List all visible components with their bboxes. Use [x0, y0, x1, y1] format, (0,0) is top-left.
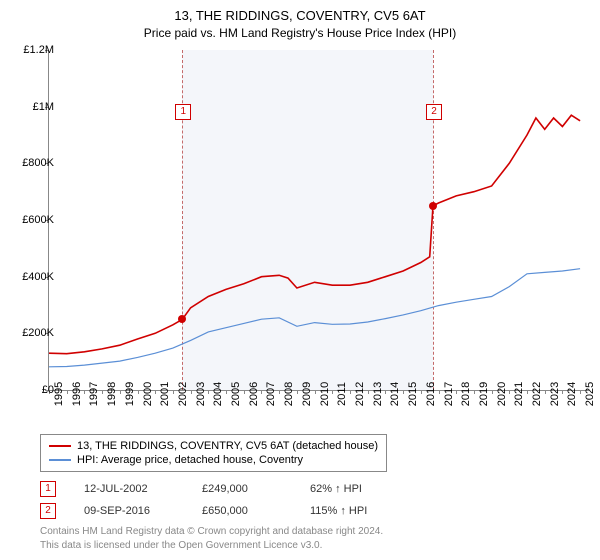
- x-tick: [155, 390, 156, 394]
- line-chart-svg: [49, 50, 589, 390]
- x-axis-label: 2017: [443, 382, 455, 406]
- x-tick: [439, 390, 440, 394]
- x-tick: [67, 390, 68, 394]
- y-axis-label: £800K: [22, 157, 54, 169]
- x-tick: [545, 390, 546, 394]
- x-axis-label: 2022: [531, 382, 543, 406]
- x-tick: [385, 390, 386, 394]
- sales-table: 1 12-JUL-2002 £249,000 62% ↑ HPI 2 09-SE…: [40, 478, 367, 522]
- x-axis-label: 2019: [478, 382, 490, 406]
- legend-swatch-property: [49, 445, 71, 447]
- sale-delta: 115% ↑ HPI: [310, 505, 367, 517]
- x-axis-label: 2005: [230, 382, 242, 406]
- chart-legend: 13, THE RIDDINGS, COVENTRY, CV5 6AT (det…: [40, 434, 387, 472]
- sale-row-1: 1 12-JUL-2002 £249,000 62% ↑ HPI: [40, 478, 367, 500]
- x-axis-label: 2025: [584, 382, 596, 406]
- x-axis-label: 2006: [248, 382, 260, 406]
- x-tick: [226, 390, 227, 394]
- x-axis-label: 2020: [496, 382, 508, 406]
- y-axis-label: £200K: [22, 327, 54, 339]
- x-tick: [191, 390, 192, 394]
- legend-label-hpi: HPI: Average price, detached house, Cove…: [77, 454, 303, 466]
- x-tick: [350, 390, 351, 394]
- footer-line-1: Contains HM Land Registry data © Crown c…: [40, 525, 383, 539]
- series-line-hpi: [49, 269, 580, 367]
- legend-item-property: 13, THE RIDDINGS, COVENTRY, CV5 6AT (det…: [49, 439, 378, 453]
- x-tick: [332, 390, 333, 394]
- x-tick: [261, 390, 262, 394]
- x-axis-label: 2007: [265, 382, 277, 406]
- chart-plot-area: 12 1995199619971998199920002001200220032…: [48, 50, 589, 391]
- x-tick: [421, 390, 422, 394]
- x-axis-label: 2021: [513, 382, 525, 406]
- x-tick: [102, 390, 103, 394]
- x-tick: [580, 390, 581, 394]
- x-tick: [492, 390, 493, 394]
- x-tick: [315, 390, 316, 394]
- sale-marker-1: 1: [40, 481, 56, 497]
- sale-delta: 62% ↑ HPI: [310, 483, 362, 495]
- x-axis-label: 2013: [372, 382, 384, 406]
- legend-swatch-hpi: [49, 459, 71, 461]
- x-axis-label: 2011: [336, 382, 348, 406]
- x-axis-label: 2008: [283, 382, 295, 406]
- x-tick: [456, 390, 457, 394]
- x-tick: [244, 390, 245, 394]
- sale-price: £650,000: [202, 505, 282, 517]
- chart-subtitle: Price paid vs. HM Land Registry's House …: [0, 23, 600, 40]
- y-axis-label: £600K: [22, 214, 54, 226]
- x-tick: [120, 390, 121, 394]
- x-tick: [403, 390, 404, 394]
- x-tick: [173, 390, 174, 394]
- y-axis-label: £1.2M: [23, 44, 54, 56]
- x-tick: [279, 390, 280, 394]
- sale-marker-2: 2: [40, 503, 56, 519]
- sale-date: 12-JUL-2002: [84, 483, 174, 495]
- x-tick: [562, 390, 563, 394]
- x-axis-label: 2014: [389, 382, 401, 406]
- x-axis-label: 2010: [319, 382, 331, 406]
- x-axis-label: 1995: [53, 382, 65, 406]
- x-tick: [297, 390, 298, 394]
- x-axis-label: 2018: [460, 382, 472, 406]
- x-tick: [208, 390, 209, 394]
- x-axis-label: 2002: [177, 382, 189, 406]
- x-axis-label: 2001: [159, 382, 171, 406]
- x-tick: [474, 390, 475, 394]
- x-tick: [368, 390, 369, 394]
- sale-point-marker: [178, 315, 186, 323]
- x-tick: [84, 390, 85, 394]
- series-line-property: [49, 115, 580, 354]
- x-axis-label: 1996: [71, 382, 83, 406]
- x-axis-label: 2024: [566, 382, 578, 406]
- footer-line-2: This data is licensed under the Open Gov…: [40, 539, 383, 553]
- x-axis-label: 1998: [106, 382, 118, 406]
- x-tick: [509, 390, 510, 394]
- sale-price: £249,000: [202, 483, 282, 495]
- x-axis-label: 2004: [212, 382, 224, 406]
- x-tick: [138, 390, 139, 394]
- x-axis-label: 2016: [425, 382, 437, 406]
- x-axis-label: 2003: [195, 382, 207, 406]
- y-axis-label: £400K: [22, 271, 54, 283]
- sale-point-marker: [429, 202, 437, 210]
- sale-row-2: 2 09-SEP-2016 £650,000 115% ↑ HPI: [40, 500, 367, 522]
- y-axis-label: £1M: [33, 101, 54, 113]
- x-axis-label: 2009: [301, 382, 313, 406]
- x-axis-label: 2000: [142, 382, 154, 406]
- legend-item-hpi: HPI: Average price, detached house, Cove…: [49, 453, 378, 467]
- x-axis-label: 1999: [124, 382, 136, 406]
- x-axis-label: 2015: [407, 382, 419, 406]
- y-axis-label: £0: [42, 384, 54, 396]
- x-axis-label: 2023: [549, 382, 561, 406]
- legend-label-property: 13, THE RIDDINGS, COVENTRY, CV5 6AT (det…: [77, 440, 378, 452]
- sale-date: 09-SEP-2016: [84, 505, 174, 517]
- x-axis-label: 2012: [354, 382, 366, 406]
- x-tick: [527, 390, 528, 394]
- x-axis-label: 1997: [88, 382, 100, 406]
- chart-title: 13, THE RIDDINGS, COVENTRY, CV5 6AT: [0, 0, 600, 23]
- footer-attribution: Contains HM Land Registry data © Crown c…: [40, 525, 383, 552]
